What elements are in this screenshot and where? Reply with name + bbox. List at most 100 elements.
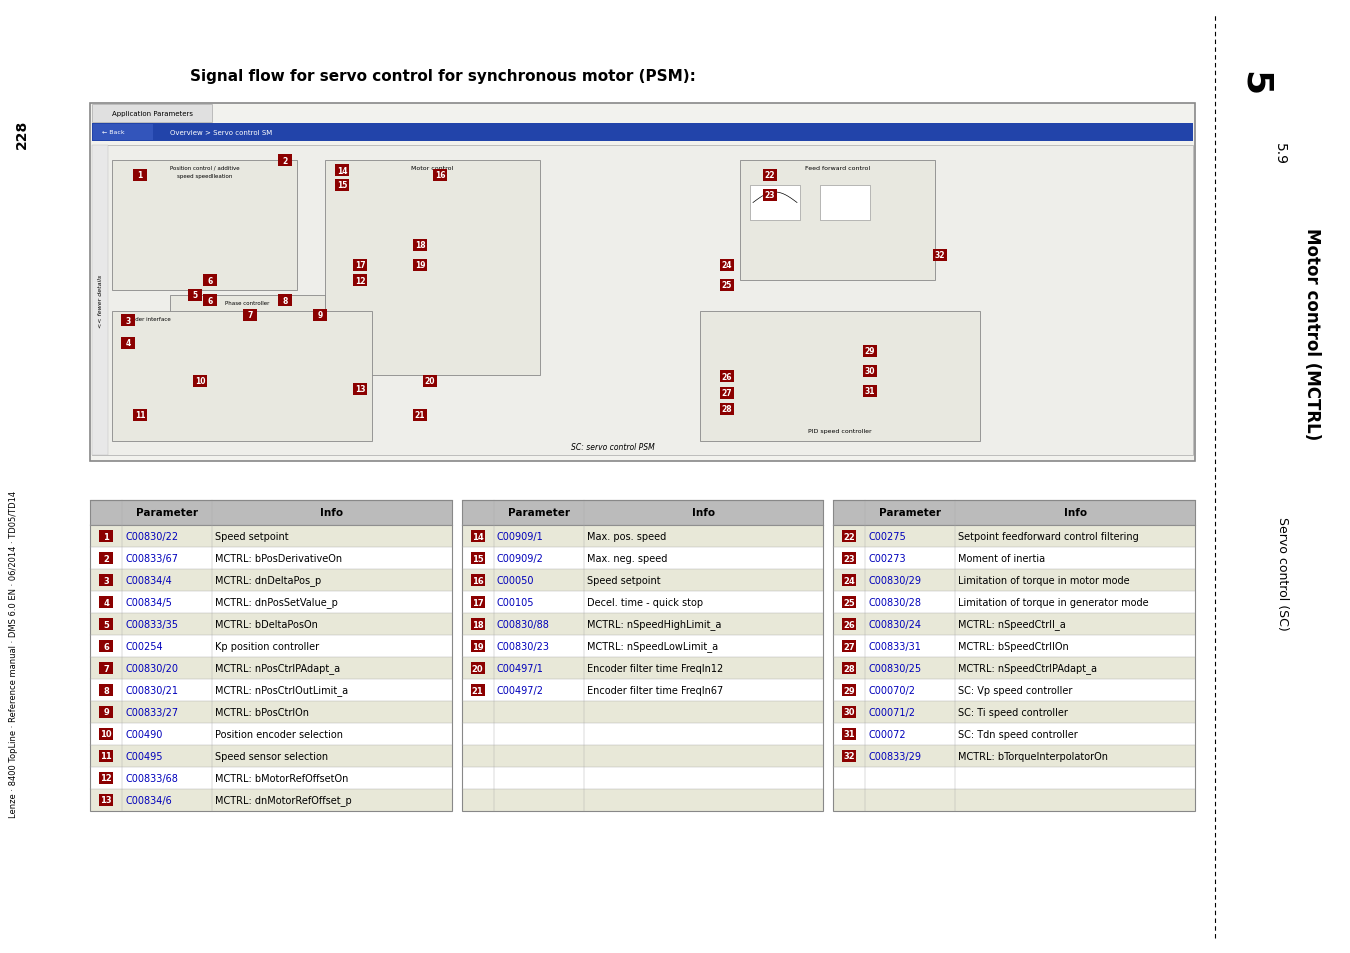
Text: 12: 12 (355, 276, 366, 285)
Text: C00830/21: C00830/21 (126, 685, 178, 696)
Text: 26: 26 (844, 619, 855, 629)
Bar (90, 547, 452, 569)
Bar (92, 105, 212, 123)
Text: 18: 18 (472, 619, 483, 629)
Bar (193, 375, 207, 388)
Bar (352, 274, 367, 287)
Text: 3: 3 (126, 316, 131, 325)
Bar (278, 154, 292, 167)
Text: Info: Info (320, 508, 343, 518)
Bar (99, 662, 113, 675)
Text: Parameter: Parameter (136, 508, 198, 518)
Bar (471, 553, 485, 564)
Text: Moment of inertia: Moment of inertia (958, 554, 1045, 563)
Bar (720, 371, 734, 382)
Text: 9: 9 (317, 312, 323, 320)
Text: MCTRL: nSpeedCtrlPAdapt_a: MCTRL: nSpeedCtrlPAdapt_a (958, 663, 1098, 674)
Bar (433, 170, 447, 182)
Text: C00830/29: C00830/29 (868, 576, 921, 585)
Text: PID speed controller: PID speed controller (809, 429, 872, 434)
Bar (99, 706, 113, 719)
Text: C00050: C00050 (497, 576, 535, 585)
Bar (313, 310, 327, 322)
Text: MCTRL: bSpeedCtrlIOn: MCTRL: bSpeedCtrlIOn (958, 641, 1069, 651)
Bar (90, 789, 452, 811)
Text: SC: Tdn speed controller: SC: Tdn speed controller (958, 729, 1079, 740)
Bar (720, 260, 734, 272)
Text: 5: 5 (193, 292, 197, 300)
Text: 22: 22 (844, 532, 855, 541)
Text: Application Parameters: Application Parameters (112, 111, 193, 117)
Bar (471, 575, 485, 586)
Bar (833, 569, 1195, 592)
Text: 8: 8 (282, 296, 288, 305)
Bar (833, 500, 1195, 525)
Text: C00497/2: C00497/2 (497, 685, 544, 696)
Text: Phase controller: Phase controller (225, 301, 270, 306)
Text: 16: 16 (435, 172, 446, 180)
Bar (842, 750, 856, 762)
Text: SC: Vp speed controller: SC: Vp speed controller (958, 685, 1073, 696)
Bar (90, 701, 452, 723)
Text: C00495: C00495 (126, 751, 162, 761)
Text: Kp position controller: Kp position controller (215, 641, 319, 651)
Bar (842, 597, 856, 608)
Bar (90, 745, 452, 767)
Bar (90, 500, 452, 525)
Text: 27: 27 (722, 389, 732, 398)
Bar (90, 592, 452, 614)
Text: 23: 23 (764, 192, 775, 200)
Text: Speed setpoint: Speed setpoint (587, 576, 660, 585)
Text: MCTRL: bPosCtrlOn: MCTRL: bPosCtrlOn (215, 707, 309, 718)
Text: MCTRL: nSpeedLowLimit_a: MCTRL: nSpeedLowLimit_a (587, 640, 718, 652)
Text: 13: 13 (100, 796, 112, 804)
Bar (122, 337, 135, 350)
Text: C00497/1: C00497/1 (497, 663, 544, 673)
Text: Parameter: Parameter (879, 508, 941, 518)
Bar (471, 597, 485, 608)
Text: Motor control (MCTRL): Motor control (MCTRL) (1303, 228, 1322, 439)
Text: C00830/20: C00830/20 (126, 663, 178, 673)
Bar (99, 553, 113, 564)
Text: 4: 4 (103, 598, 109, 607)
Text: 29: 29 (865, 347, 875, 356)
Text: Motor control: Motor control (412, 166, 454, 171)
Text: C00834/5: C00834/5 (126, 598, 171, 607)
Bar (471, 640, 485, 652)
Bar (833, 745, 1195, 767)
Text: Overview > Servo control SM: Overview > Servo control SM (170, 130, 273, 136)
Text: 19: 19 (472, 641, 483, 651)
Bar (462, 745, 824, 767)
Bar (462, 767, 824, 789)
Text: Encoder filter time FreqIn67: Encoder filter time FreqIn67 (587, 685, 722, 696)
Bar (863, 366, 878, 377)
Bar (833, 789, 1195, 811)
Text: 19: 19 (414, 261, 425, 271)
Text: 8: 8 (103, 686, 109, 695)
Bar (202, 274, 217, 287)
Bar (833, 723, 1195, 745)
Bar (90, 614, 452, 636)
Text: 1: 1 (138, 172, 143, 180)
Bar (99, 618, 113, 630)
Text: C00909/1: C00909/1 (497, 532, 544, 541)
Bar (462, 500, 824, 811)
Text: Max. pos. speed: Max. pos. speed (587, 532, 666, 541)
Bar (325, 161, 540, 375)
Text: Setpoint feedforward control filtering: Setpoint feedforward control filtering (958, 532, 1139, 541)
Text: 5.9: 5.9 (1273, 143, 1287, 165)
Text: C00273: C00273 (868, 554, 906, 563)
Text: 15: 15 (336, 181, 347, 191)
Text: Feed forward control: Feed forward control (805, 166, 869, 171)
Bar (92, 146, 108, 456)
Bar (842, 531, 856, 542)
Bar (842, 662, 856, 675)
Text: 22: 22 (764, 172, 775, 180)
Bar (933, 250, 946, 262)
Text: MCTRL: nPosCtrlOutLimit_a: MCTRL: nPosCtrlOutLimit_a (215, 685, 348, 696)
Text: C00072: C00072 (868, 729, 906, 740)
Bar (471, 684, 485, 697)
Bar (99, 772, 113, 784)
Bar (335, 165, 350, 177)
Bar (833, 614, 1195, 636)
